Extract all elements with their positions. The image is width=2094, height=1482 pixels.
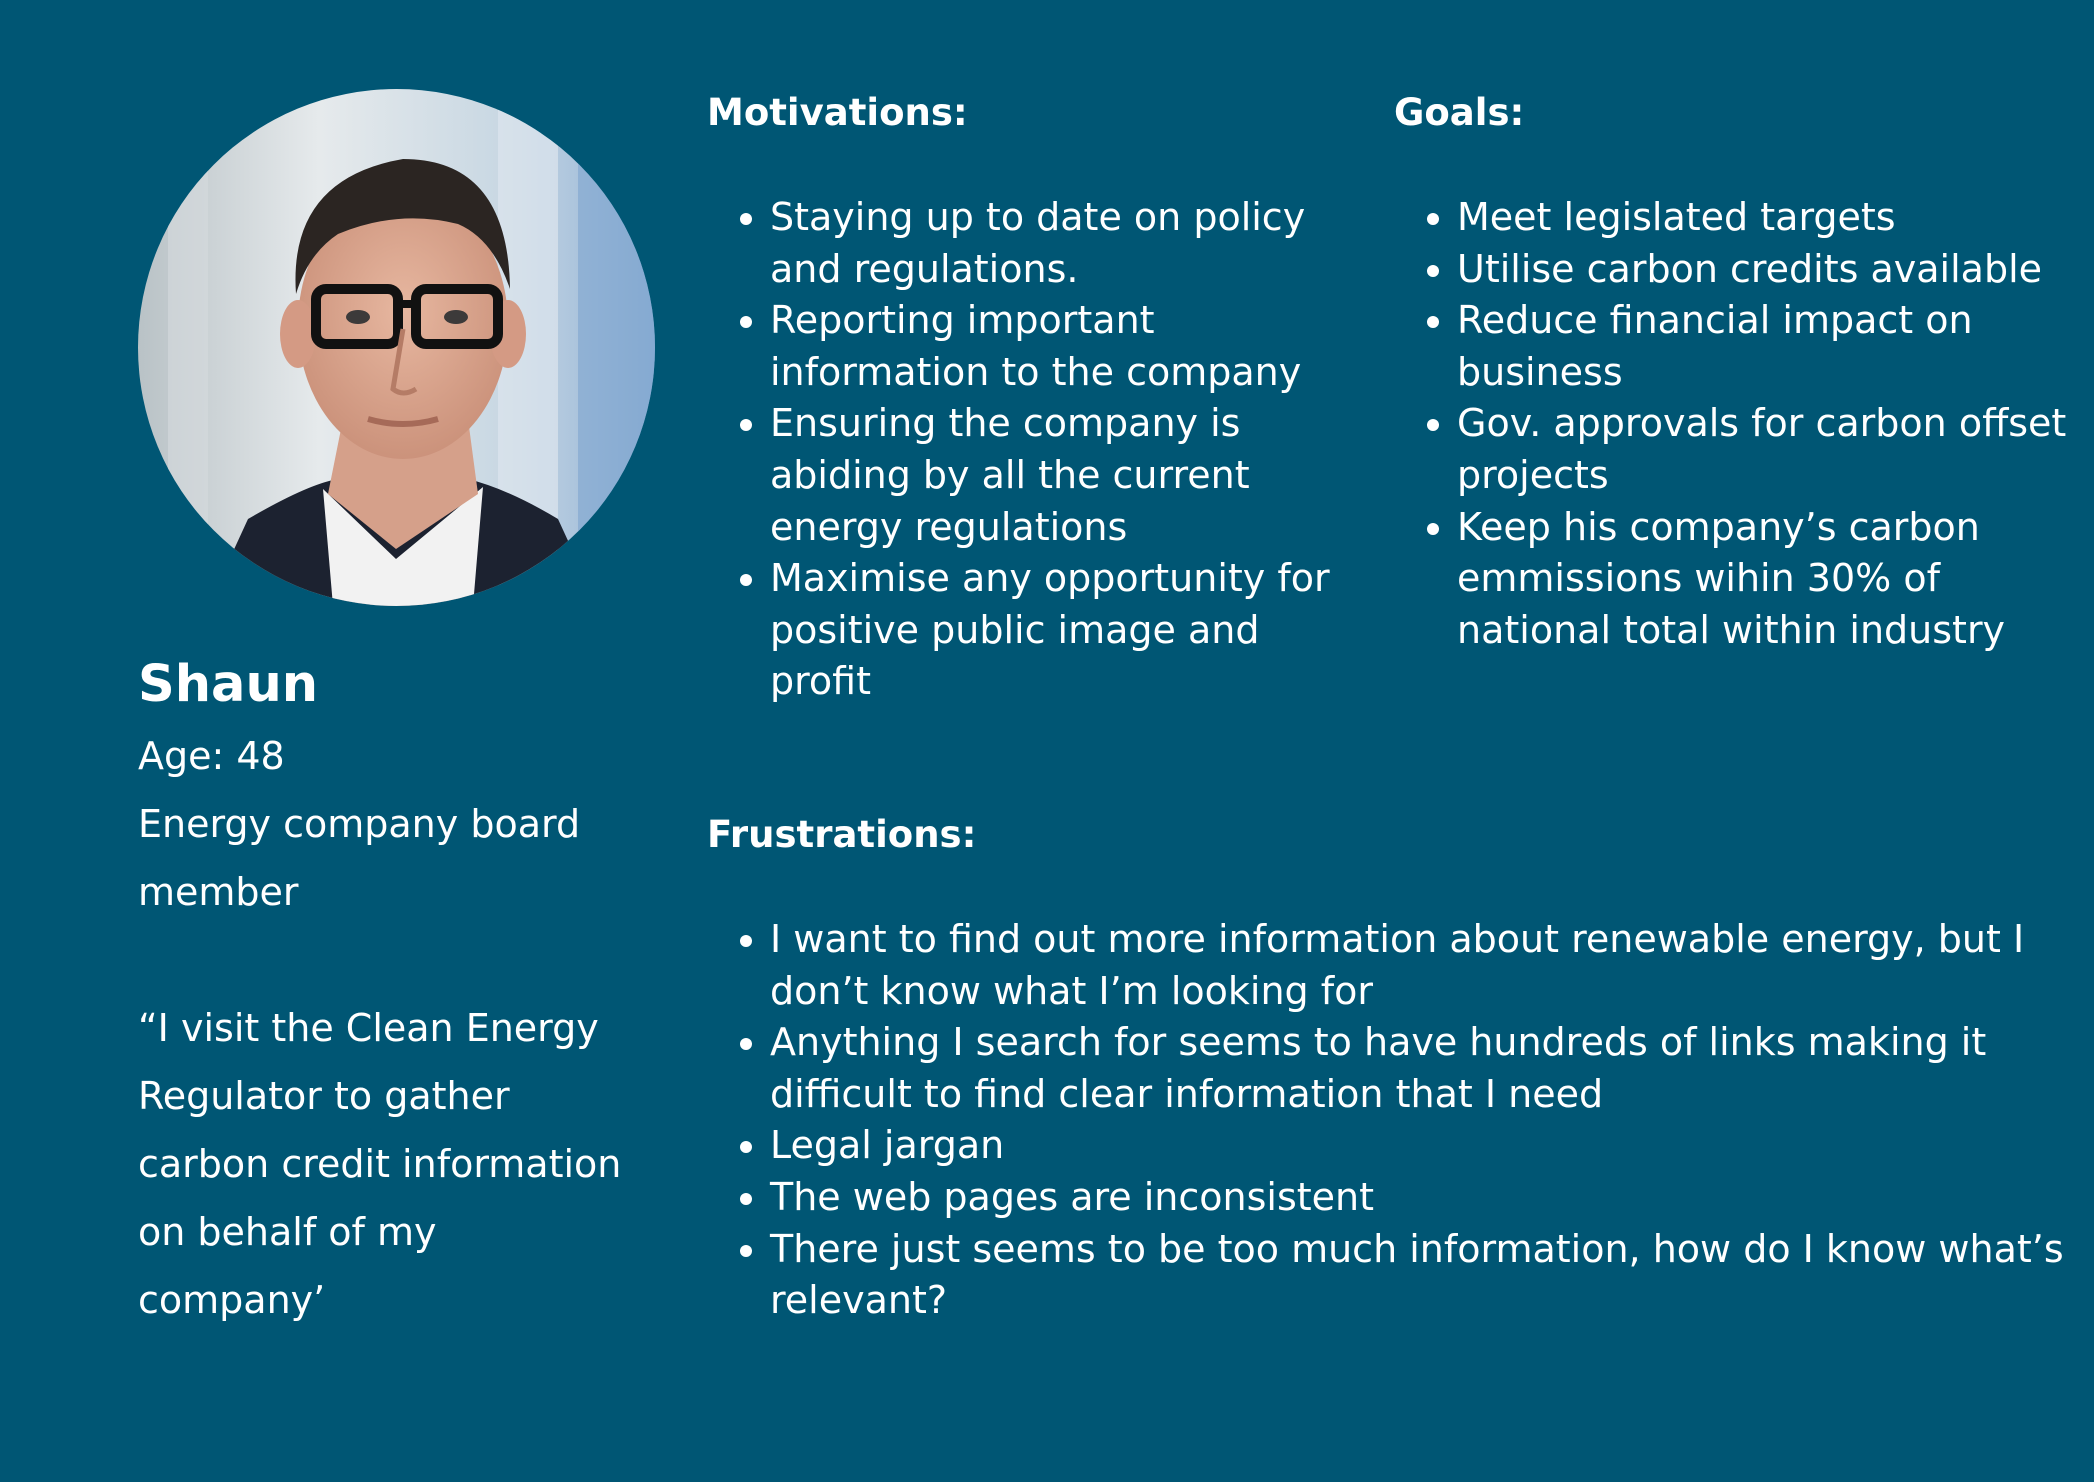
persona-quote-line: “I visit the Clean Energy [138, 1006, 599, 1050]
frustrations-heading: Frustrations: [707, 813, 977, 856]
persona-photo [138, 89, 655, 606]
motivation-item: Ensuring the company is abiding by all t… [770, 398, 1370, 553]
persona-role-line-1: Energy company board [138, 802, 581, 846]
portrait-photo-icon [138, 89, 655, 606]
goal-item: Keep his company’s carbon emmissions wih… [1457, 502, 2067, 657]
persona-role-line-2: member [138, 870, 299, 914]
goal-item: Utilise carbon credits available [1457, 244, 2067, 296]
persona-quote: “I visit the Clean Energy Regulator to g… [138, 994, 658, 1334]
persona-quote-line: company’ [138, 1278, 326, 1322]
persona-quote-line: carbon credit information [138, 1142, 622, 1186]
motivations-list: Staying up to date on policy and regulat… [707, 192, 1370, 708]
frustrations-list: I want to find out more information abou… [707, 914, 2070, 1327]
frustration-item: The web pages are inconsistent [770, 1172, 2070, 1224]
goals-list: Meet legislated targets Utilise carbon c… [1394, 192, 2067, 656]
frustration-item: Legal jargan [770, 1120, 2070, 1172]
persona-details: Shaun Age: 48 Energy company board membe… [138, 650, 658, 1334]
persona-quote-line: Regulator to gather [138, 1074, 510, 1118]
frustration-item: Anything I search for seems to have hund… [770, 1017, 2070, 1120]
goal-item: Reduce financial impact on business [1457, 295, 2067, 398]
goals-heading: Goals: [1394, 91, 1525, 134]
motivation-item: Staying up to date on policy and regulat… [770, 192, 1370, 295]
goal-item: Meet legislated targets [1457, 192, 2067, 244]
persona-age: Age: 48 [138, 734, 285, 778]
persona-name: Shaun [138, 655, 319, 714]
frustration-item: There just seems to be too much informat… [770, 1224, 2070, 1327]
frustration-item: I want to find out more information abou… [770, 914, 2070, 1017]
motivation-item: Reporting important information to the c… [770, 295, 1370, 398]
motivation-item: Maximise any opportunity for positive pu… [770, 553, 1370, 708]
goal-item: Gov. approvals for carbon offset project… [1457, 398, 2067, 501]
persona-quote-line: on behalf of my [138, 1210, 437, 1254]
motivations-heading: Motivations: [707, 91, 968, 134]
